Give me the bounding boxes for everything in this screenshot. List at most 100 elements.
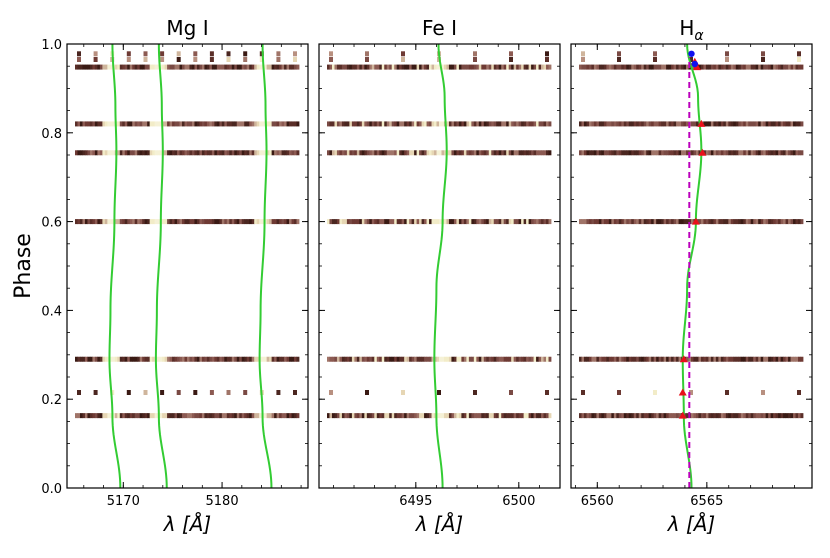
- strip-segment: [673, 219, 677, 225]
- strip-segment: [456, 219, 460, 225]
- strip-segment: [671, 219, 674, 225]
- strip-segment: [369, 356, 373, 362]
- strip-segment: [643, 150, 647, 156]
- strip-segment: [705, 150, 709, 156]
- strip-segment: [496, 64, 500, 70]
- strip-segment: [778, 150, 781, 156]
- strip-segment: [758, 413, 762, 419]
- strip-segment: [718, 150, 722, 156]
- strip-segment: [269, 356, 273, 362]
- strip-segment: [97, 413, 101, 419]
- strip-segment: [409, 356, 413, 362]
- spectrum-strip: [327, 413, 552, 419]
- strip-segment: [327, 150, 330, 156]
- strip-segment: [705, 64, 709, 70]
- strip-segment: [331, 121, 335, 127]
- strip-segment: [334, 219, 338, 225]
- strip-segment: [536, 121, 539, 127]
- strip-segment: [453, 413, 457, 419]
- strip-segment: [748, 219, 752, 225]
- strip-segment: [182, 356, 185, 362]
- strip-segment: [239, 121, 243, 127]
- strip-segment: [204, 413, 208, 419]
- strip-segment: [169, 121, 173, 127]
- strip-segment: [486, 121, 490, 127]
- strip-segment: [376, 356, 380, 362]
- spectrum-point: [581, 390, 585, 395]
- spectrum-strip: [327, 150, 552, 156]
- strip-segment: [344, 356, 348, 362]
- strip-segment: [289, 413, 292, 419]
- strip-segment: [249, 64, 253, 70]
- spectrum-point: [473, 51, 477, 57]
- strip-segment: [466, 413, 470, 419]
- strip-segment: [715, 413, 719, 419]
- strip-segment: [745, 64, 749, 70]
- strip-segment: [666, 219, 669, 225]
- strip-segment: [770, 150, 774, 156]
- strip-segment: [231, 150, 235, 156]
- strip-segment: [501, 150, 505, 156]
- strip-segment: [790, 219, 794, 225]
- strip-segment: [755, 150, 759, 156]
- strip-segment: [733, 150, 737, 156]
- strip-segment: [676, 219, 679, 225]
- strip-segment: [426, 64, 430, 70]
- strip-segment: [152, 150, 156, 156]
- strip-segment: [738, 121, 742, 127]
- strip-segment: [394, 121, 398, 127]
- strip-segment: [414, 64, 417, 70]
- strip-segment: [705, 219, 709, 225]
- strip-segment: [221, 219, 225, 225]
- strip-segment: [458, 413, 462, 419]
- strip-segment: [603, 150, 607, 156]
- strip-segment: [468, 413, 472, 419]
- strip-segment: [259, 219, 263, 225]
- strip-segment: [795, 356, 799, 362]
- strip-segment: [491, 219, 495, 225]
- strip-segment: [276, 356, 280, 362]
- strip-segment: [179, 150, 183, 156]
- strip-segment: [219, 64, 223, 70]
- strip-segment: [783, 150, 786, 156]
- strip-segment: [581, 121, 585, 127]
- strip-segment: [738, 413, 742, 419]
- strip-segment: [157, 121, 161, 127]
- strip-segment: [226, 356, 230, 362]
- strip-segment: [174, 219, 178, 225]
- strip-segment: [783, 356, 786, 362]
- strip-segment: [443, 64, 447, 70]
- strip-segment: [720, 356, 724, 362]
- strip-segment: [476, 413, 480, 419]
- strip-segment: [536, 150, 539, 156]
- strip-segment: [538, 219, 542, 225]
- strip-segment: [102, 356, 106, 362]
- strip-segment: [513, 150, 517, 156]
- strip-segment: [793, 150, 796, 156]
- strip-segment: [209, 150, 213, 156]
- strip-segment: [795, 413, 799, 419]
- strip-segment: [703, 121, 707, 127]
- strip-segment: [234, 413, 238, 419]
- strip-segment: [468, 219, 472, 225]
- strip-segment: [354, 356, 358, 362]
- strip-segment: [481, 64, 485, 70]
- strip-segment: [626, 150, 630, 156]
- strip-segment: [673, 150, 677, 156]
- strip-segment: [516, 150, 520, 156]
- strip-segment: [157, 150, 161, 156]
- strip-segment: [783, 64, 786, 70]
- strip-segment: [753, 356, 757, 362]
- strip-segment: [129, 356, 133, 362]
- strip-segment: [758, 121, 762, 127]
- strip-segment: [481, 150, 485, 156]
- strip-segment: [496, 150, 500, 156]
- strip-segment: [723, 64, 727, 70]
- strip-segment: [404, 413, 408, 419]
- strip-segment: [765, 121, 769, 127]
- strip-segment: [189, 150, 193, 156]
- strip-segment: [421, 150, 425, 156]
- strip-segment: [254, 356, 258, 362]
- strip-segment: [251, 413, 255, 419]
- strip-segment: [371, 356, 375, 362]
